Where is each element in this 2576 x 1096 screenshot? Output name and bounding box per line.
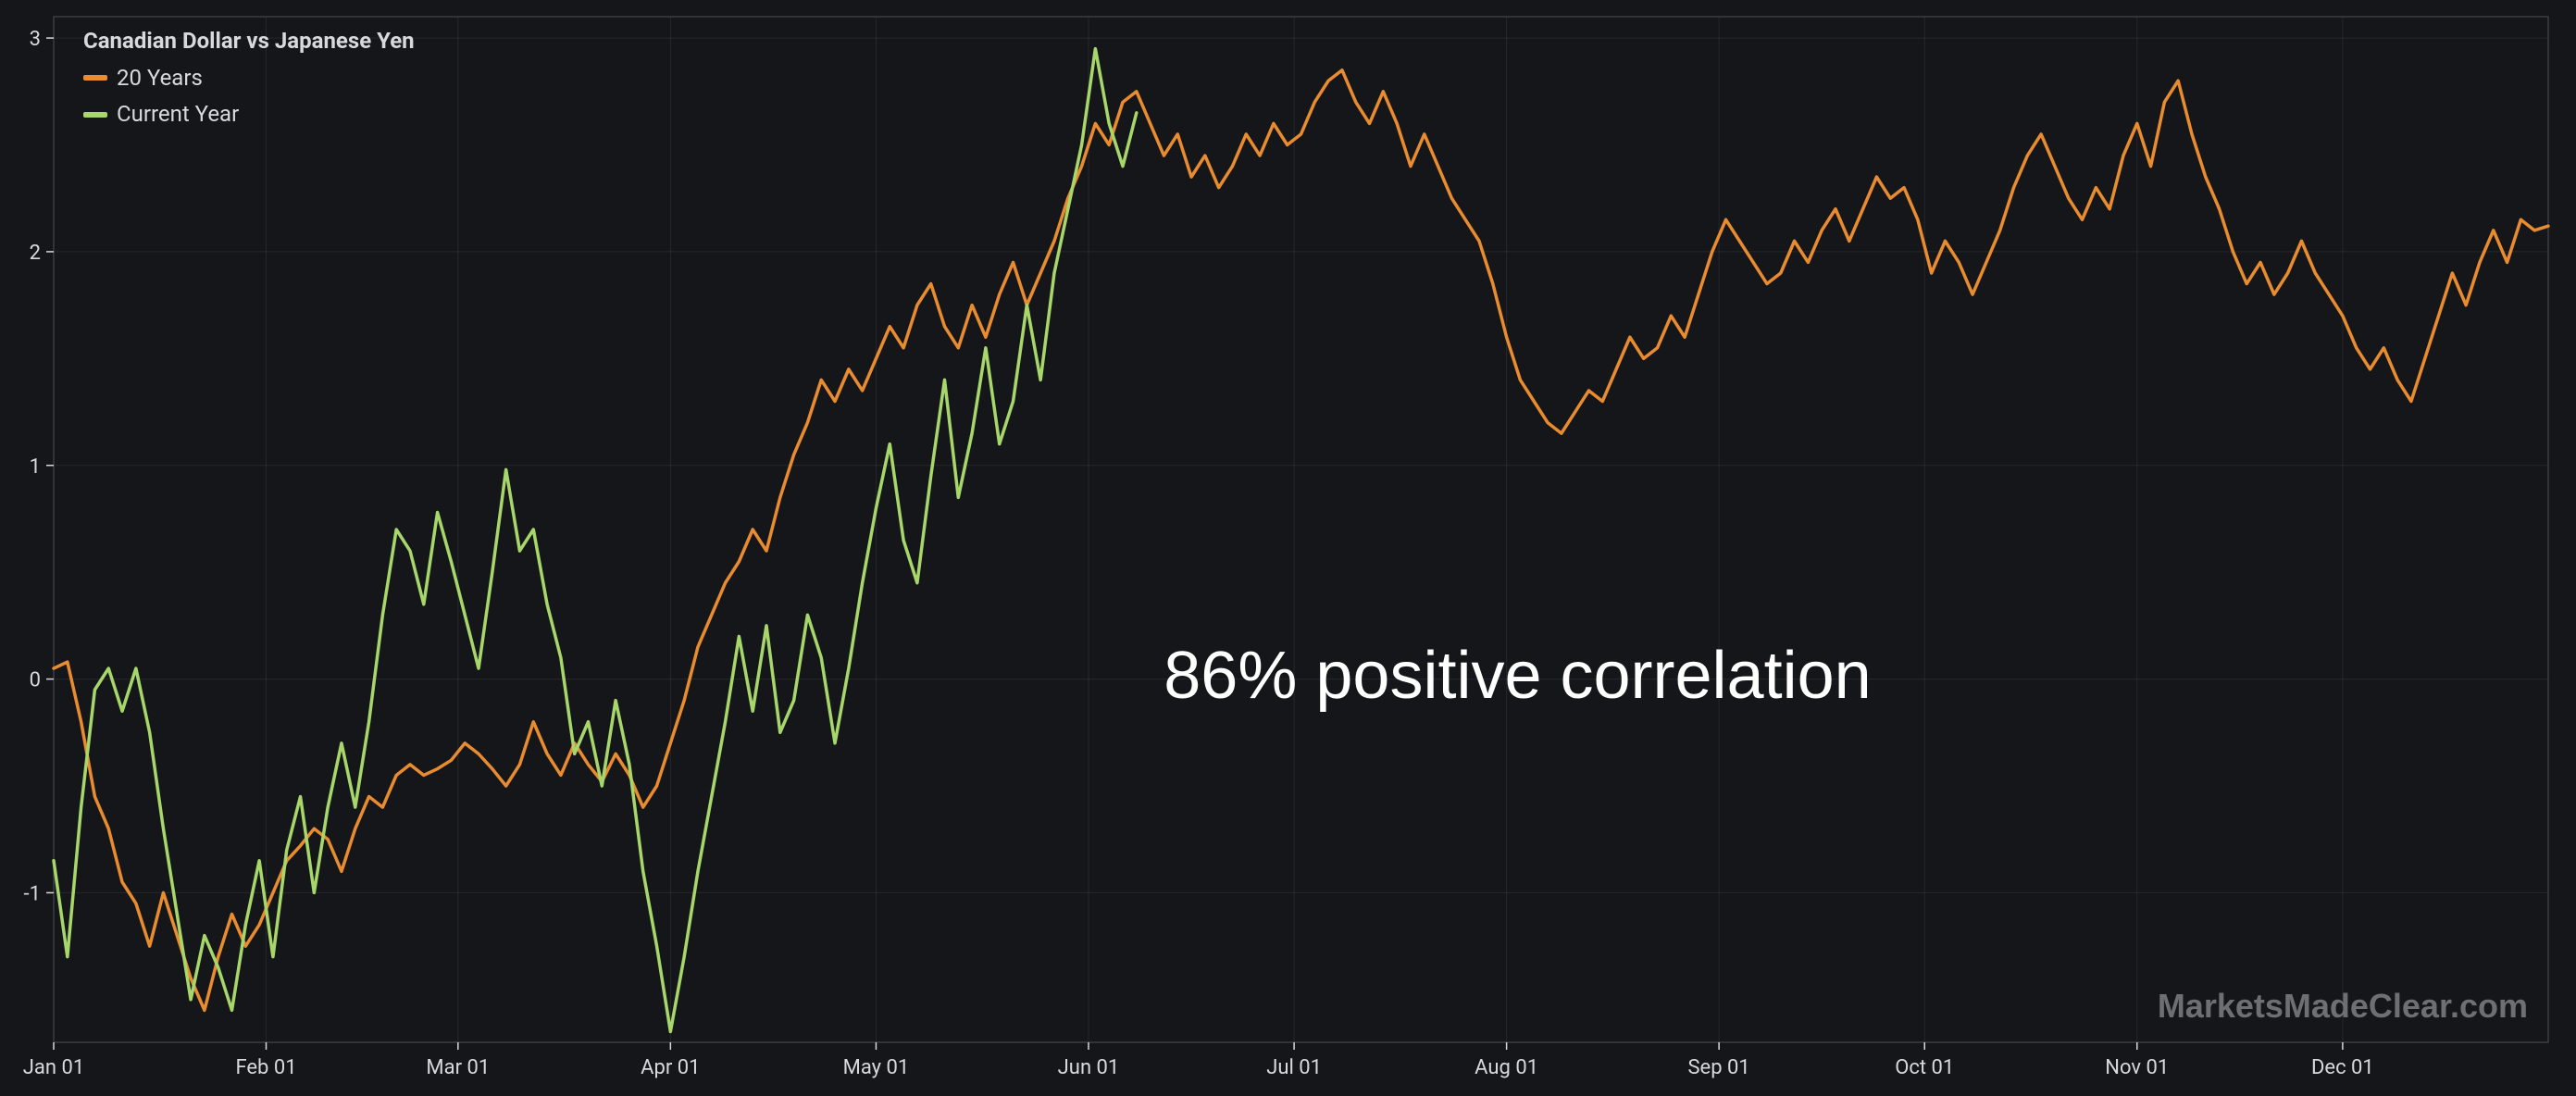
chart-title: Canadian Dollar vs Japanese Yen — [83, 26, 415, 57]
x-tick-label: Jul 01 — [1266, 1056, 1322, 1079]
chart-container: -1 0 1 2 3 Jan 01 Feb 01 Mar 01 Apr 01 May 01 Jun … — [0, 0, 2576, 1096]
x-tick-label: Mar 01 — [426, 1056, 490, 1079]
watermark: MarketsMadeClear.com — [2158, 987, 2528, 1026]
x-tick-label: Dec 01 — [2311, 1056, 2374, 1079]
legend-item[interactable]: 20 Years — [83, 63, 415, 94]
legend-swatch — [83, 75, 107, 81]
x-tick-label: Oct 01 — [1895, 1056, 1954, 1079]
legend-label: Current Year — [117, 99, 239, 131]
legend-item[interactable]: Current Year — [83, 99, 415, 131]
x-tick-label: May 01 — [843, 1056, 910, 1079]
y-tick-label: -1 — [24, 882, 41, 905]
chart-legend: Canadian Dollar vs Japanese Yen 20 Years… — [83, 26, 415, 131]
x-tick-label: Apr 01 — [641, 1056, 700, 1079]
line-chart-svg: -1 0 1 2 3 Jan 01 Feb 01 Mar 01 Apr 01 May 01 Jun … — [0, 0, 2576, 1096]
x-tick-label: Jan 01 — [23, 1056, 84, 1079]
y-tick-label: 3 — [30, 28, 41, 51]
legend-label: 20 Years — [117, 63, 203, 94]
x-tick-label: Feb 01 — [235, 1056, 296, 1079]
x-tick-label: Jun 01 — [1058, 1056, 1120, 1079]
x-tick-label: Sep 01 — [1687, 1056, 1749, 1079]
legend-swatch — [83, 112, 107, 118]
correlation-annotation: 86% positive correlation — [1164, 638, 1871, 714]
y-tick-label: 0 — [30, 669, 41, 692]
x-tick-label: Nov 01 — [2105, 1056, 2169, 1079]
y-tick-label: 2 — [30, 242, 41, 265]
x-tick-label: Aug 01 — [1475, 1056, 1538, 1079]
y-tick-label: 1 — [30, 455, 41, 479]
